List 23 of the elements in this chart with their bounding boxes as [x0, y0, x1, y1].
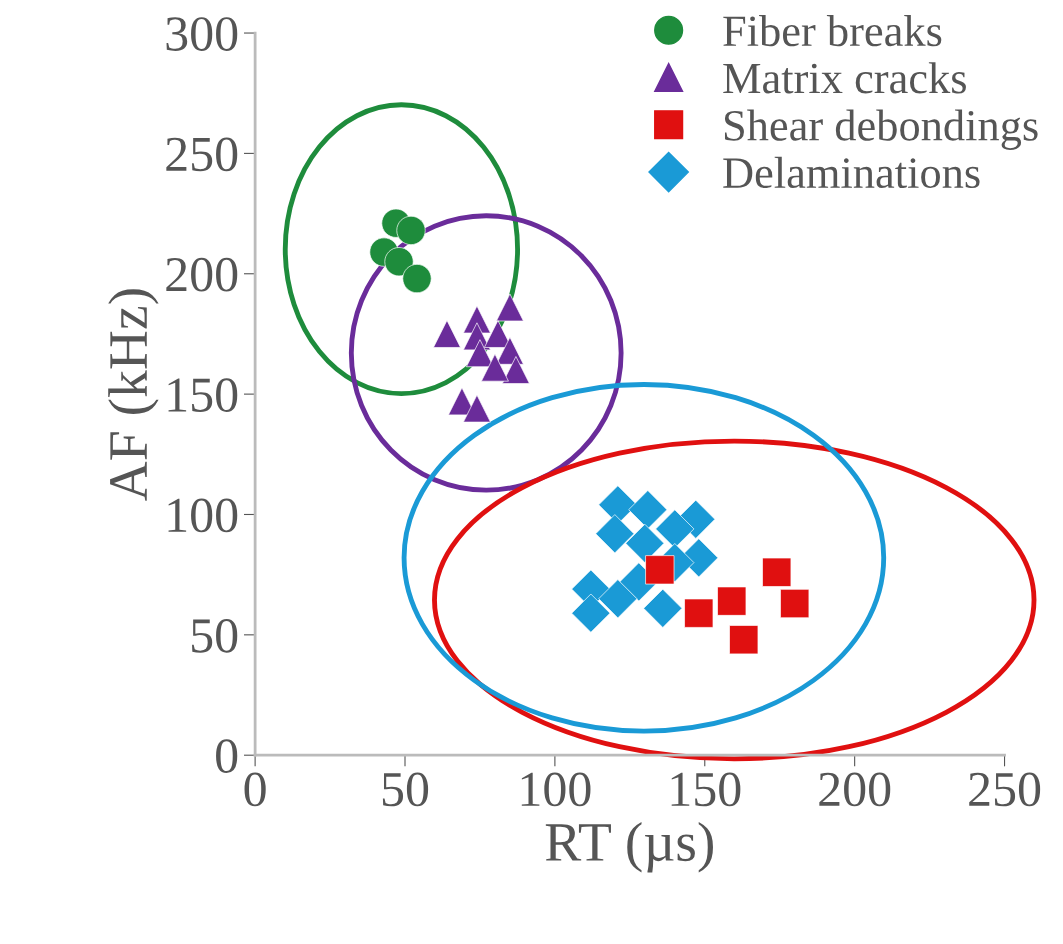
legend-label: Delaminations	[723, 156, 980, 189]
y-tick-label: 100	[168, 498, 238, 533]
point	[463, 394, 491, 423]
point	[571, 593, 611, 633]
y-tick-label: 300	[166, 17, 238, 51]
y-axis-title: AF (kHz)	[108, 289, 159, 501]
x-tick-label: 200	[819, 772, 891, 807]
y-tick-label: 0	[216, 739, 238, 774]
point	[595, 514, 635, 554]
y-tick-label: 200	[166, 257, 238, 292]
x-tick-label: 50	[382, 772, 429, 807]
y-tick-label: 50	[192, 618, 238, 653]
x-tick-label: 250	[969, 772, 1041, 807]
legend-label: Matrix cracks	[723, 62, 966, 94]
x-tick-label: 100	[521, 772, 591, 807]
y-tick-label: 250	[166, 137, 238, 172]
x-tick-label: 150	[671, 772, 741, 807]
point	[625, 523, 665, 563]
x-tick-label: 0	[244, 772, 266, 807]
legend-label: Fiber breaks	[723, 14, 942, 47]
y-tick-label: 150	[168, 378, 238, 412]
x-axis-title: RT (µs)	[545, 822, 713, 873]
legend-label: Shear debondings	[724, 109, 1038, 150]
